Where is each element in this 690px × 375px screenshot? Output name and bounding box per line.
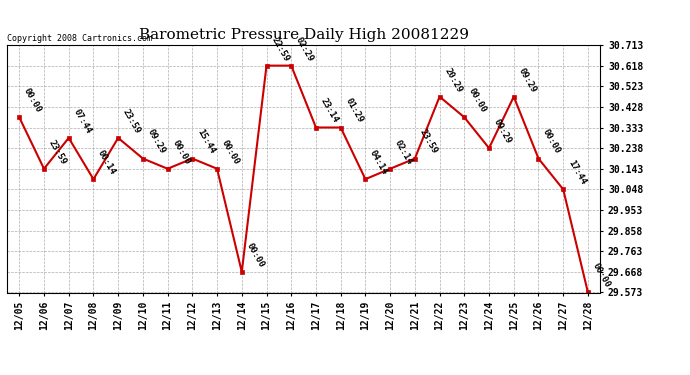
- Title: Barometric Pressure Daily High 20081229: Barometric Pressure Daily High 20081229: [139, 28, 469, 42]
- Text: 02:29: 02:29: [294, 35, 315, 63]
- Text: 00:00: 00:00: [170, 138, 192, 166]
- Text: 23:59: 23:59: [417, 128, 439, 156]
- Text: 23:59: 23:59: [47, 138, 68, 166]
- Text: 00:00: 00:00: [244, 242, 266, 269]
- Text: 00:00: 00:00: [541, 128, 562, 156]
- Text: Copyright 2008 Cartronics.com: Copyright 2008 Cartronics.com: [7, 33, 152, 42]
- Text: 04:14: 04:14: [368, 148, 389, 176]
- Text: 09:29: 09:29: [492, 118, 513, 146]
- Text: 00:00: 00:00: [220, 138, 241, 166]
- Text: 00:00: 00:00: [467, 87, 489, 114]
- Text: 15:44: 15:44: [195, 128, 217, 156]
- Text: 02:14: 02:14: [393, 138, 414, 166]
- Text: 17:44: 17:44: [566, 159, 587, 187]
- Text: 23:59: 23:59: [121, 107, 142, 135]
- Text: 20:29: 20:29: [442, 66, 464, 94]
- Text: 09:29: 09:29: [146, 128, 167, 156]
- Text: 00:00: 00:00: [591, 262, 612, 290]
- Text: 01:29: 01:29: [344, 97, 365, 125]
- Text: 07:44: 07:44: [72, 107, 92, 135]
- Text: 23:14: 23:14: [319, 97, 340, 125]
- Text: 00:14: 00:14: [96, 148, 117, 176]
- Text: 22:59: 22:59: [269, 35, 290, 63]
- Text: 00:00: 00:00: [22, 87, 43, 114]
- Text: 09:29: 09:29: [517, 66, 538, 94]
